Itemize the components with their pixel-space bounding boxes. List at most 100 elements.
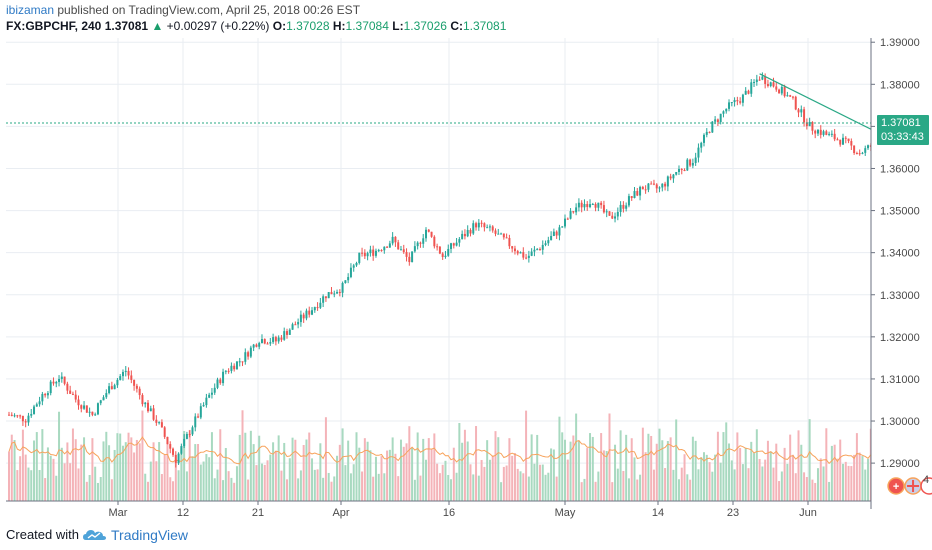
candle-body <box>35 404 38 407</box>
volume-bar <box>797 430 800 501</box>
candle-body <box>38 401 41 405</box>
volume-bar <box>19 456 22 501</box>
candle-body <box>516 251 519 254</box>
volume-bar <box>636 479 639 501</box>
candle-body <box>625 205 628 209</box>
volume-bar <box>330 481 333 501</box>
volume-bar <box>336 455 339 501</box>
volume-bar <box>825 428 828 501</box>
candle-body <box>158 422 161 424</box>
candle-body <box>169 444 172 449</box>
tradingview-brand-link[interactable]: TradingView <box>111 527 189 543</box>
event-badge-count-icon[interactable] <box>920 477 932 495</box>
volume-bar <box>511 455 514 501</box>
tradingview-cloud-icon <box>83 530 106 540</box>
volume-bar <box>855 433 858 501</box>
candle-body <box>461 233 464 240</box>
candle-body <box>66 383 69 391</box>
volume-bar <box>677 479 680 501</box>
volume-bar <box>830 445 833 501</box>
volume-bar <box>639 474 642 501</box>
volume-bar <box>16 470 19 501</box>
volume-bar <box>247 479 250 501</box>
candle-body <box>408 256 411 263</box>
username-link[interactable]: ibizaman <box>6 3 55 17</box>
candle-body <box>277 337 280 342</box>
volume-bar <box>41 429 44 501</box>
candle-body <box>341 283 344 293</box>
candle-body <box>149 408 152 412</box>
volume-bar <box>786 463 789 501</box>
candle-body <box>230 365 233 371</box>
volume-bar <box>850 466 853 501</box>
price-tick-label: 1.31000 <box>880 374 920 386</box>
symbol-label[interactable]: FX:GBPCHF, 240 <box>6 19 102 33</box>
volume-bar <box>811 479 814 501</box>
volume-bar <box>266 460 269 501</box>
candle-body <box>519 252 522 254</box>
candle-body <box>525 257 528 259</box>
candle-body <box>769 82 772 86</box>
candle-body <box>433 236 436 247</box>
volume-bar <box>205 454 208 501</box>
volume-bar <box>349 473 352 501</box>
candle-body <box>744 90 747 95</box>
candle-body <box>533 249 536 252</box>
candle-body <box>502 233 505 238</box>
candle-body <box>836 139 839 141</box>
candle-body <box>188 433 191 435</box>
volume-bar <box>800 444 803 501</box>
volume-bar <box>71 428 74 501</box>
time-tick-label: 12 <box>177 507 189 519</box>
volume-bar <box>577 440 580 501</box>
volume-bar <box>619 430 622 501</box>
candle-body <box>797 109 800 113</box>
volume-bar <box>197 444 200 501</box>
volume-bar <box>127 432 130 501</box>
candle-body <box>30 413 33 416</box>
candle-body <box>119 376 122 380</box>
volume-bar <box>299 470 302 501</box>
volume-bar <box>803 472 806 501</box>
candle-body <box>808 122 811 127</box>
candle-body <box>105 393 108 398</box>
candle-body <box>380 250 383 252</box>
candle-body <box>205 397 208 406</box>
volume-bar <box>55 475 58 501</box>
price-axis-panel[interactable] <box>871 38 932 509</box>
time-axis[interactable]: Mar 12 21 Apr 16 May 14 23 Jun <box>109 501 817 519</box>
event-badges[interactable]: +4 <box>887 474 932 495</box>
candle-body <box>600 202 603 206</box>
price-chart[interactable]: 1.390001.380001.370001.360001.350001.340… <box>0 38 932 522</box>
candle-body <box>853 145 856 153</box>
volume-bar <box>377 473 380 501</box>
volume-bar <box>313 469 316 501</box>
volume-bar <box>544 474 547 501</box>
candle-body <box>305 310 308 319</box>
candle-body <box>144 402 147 405</box>
volume-bar <box>158 442 161 501</box>
volume-bar <box>744 447 747 501</box>
candle-body <box>297 322 300 325</box>
candle-body <box>700 142 703 148</box>
volume-bar <box>808 419 811 501</box>
volume-bar <box>352 464 355 501</box>
volume-bar <box>30 470 33 501</box>
candle-body <box>491 226 494 231</box>
candle-body <box>41 393 44 402</box>
candle-body <box>644 189 647 191</box>
candle-body <box>330 292 333 295</box>
candle-body <box>322 296 325 303</box>
candle-body <box>288 329 291 335</box>
event-badge-icon[interactable] <box>887 477 905 495</box>
candle-body <box>497 233 500 235</box>
candle-body <box>124 370 127 372</box>
volume-bar <box>703 452 705 501</box>
candle-body <box>133 379 136 386</box>
volume-bar <box>169 477 172 501</box>
volume-bars <box>8 410 895 501</box>
volume-bar <box>422 438 425 501</box>
low-value: 1.37026 <box>403 19 447 33</box>
volume-bar <box>180 448 183 501</box>
volume-bar <box>286 479 288 501</box>
